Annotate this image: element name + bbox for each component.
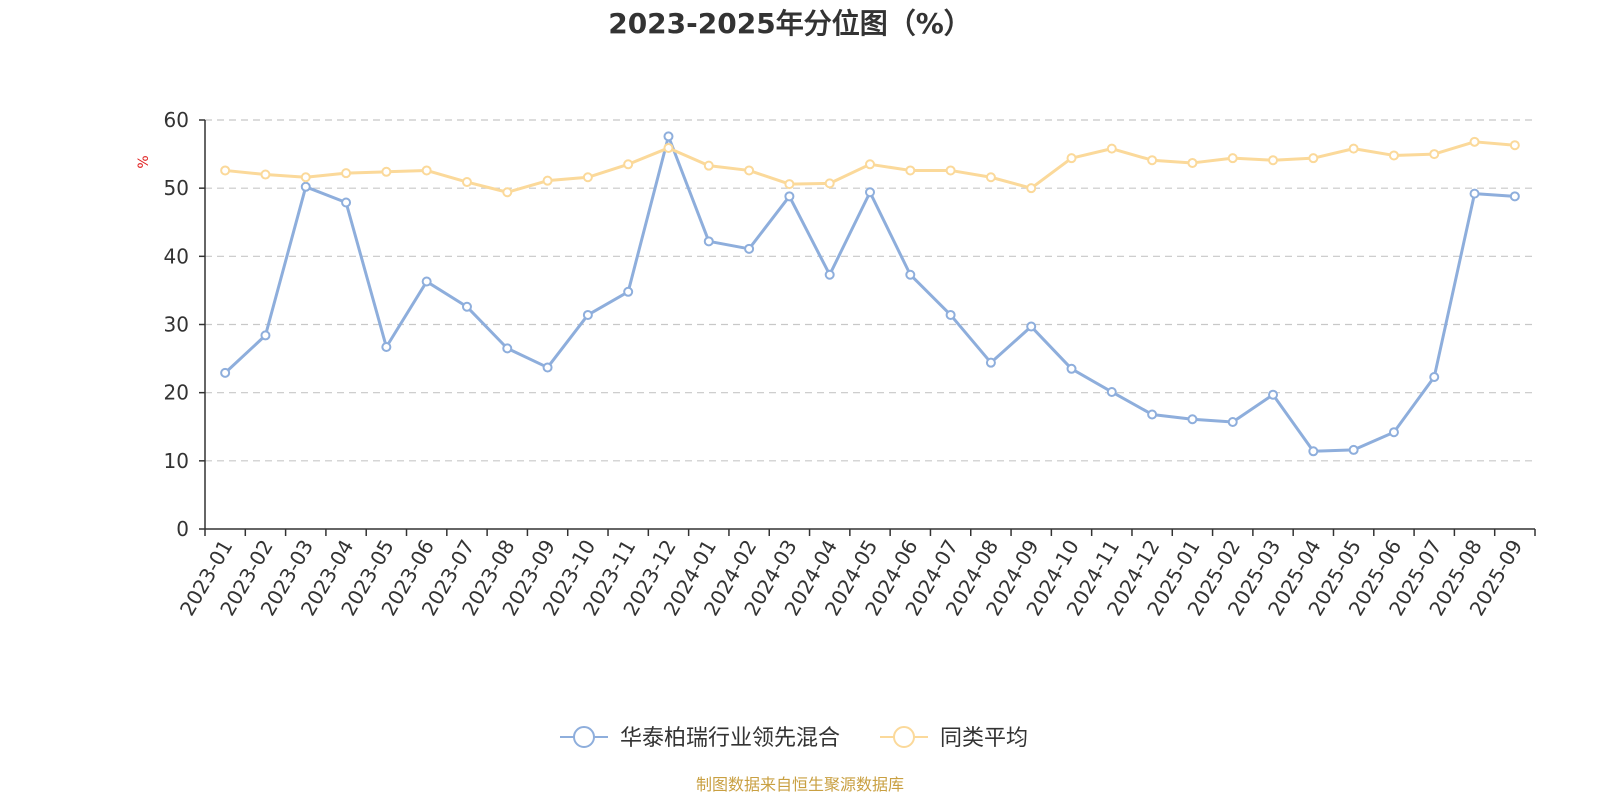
data-point[interactable] (1147, 155, 1158, 166)
data-point[interactable] (421, 276, 432, 287)
y-tick-label: 50 (164, 176, 189, 200)
data-point[interactable] (260, 169, 271, 180)
data-point[interactable] (1066, 363, 1077, 374)
data-point[interactable] (784, 191, 795, 202)
data-point[interactable] (744, 165, 755, 176)
data-point[interactable] (985, 172, 996, 183)
data-point[interactable] (1026, 183, 1037, 194)
data-point[interactable] (582, 309, 593, 320)
data-point[interactable] (703, 160, 714, 171)
legend-marker (573, 726, 595, 748)
data-point[interactable] (623, 159, 634, 170)
data-point[interactable] (784, 179, 795, 190)
legend-item-2[interactable]: 同类平均 (880, 726, 1028, 751)
data-point[interactable] (220, 165, 231, 176)
data-point[interactable] (1388, 427, 1399, 438)
data-point[interactable] (1227, 416, 1238, 427)
data-point[interactable] (1106, 143, 1117, 154)
legend-marker (893, 726, 915, 748)
data-point[interactable] (461, 177, 472, 188)
data-point[interactable] (663, 131, 674, 142)
data-point[interactable] (300, 172, 311, 183)
data-source-note: 制图数据来自恒生聚源数据库 (696, 775, 904, 794)
data-point[interactable] (1469, 136, 1480, 147)
data-point[interactable] (1509, 191, 1520, 202)
data-point[interactable] (1348, 444, 1359, 455)
data-point[interactable] (1308, 153, 1319, 164)
data-point[interactable] (1429, 149, 1440, 160)
legend-label: 华泰柏瑞行业领先混合 (620, 726, 840, 751)
data-point[interactable] (381, 166, 392, 177)
data-point[interactable] (985, 357, 996, 368)
axes: 01020304050602023-012023-022023-032023-0… (164, 108, 1536, 620)
data-point[interactable] (381, 341, 392, 352)
data-point[interactable] (1187, 414, 1198, 425)
legend-item-1[interactable]: 华泰柏瑞行业领先混合 (560, 726, 840, 751)
data-point[interactable] (1106, 386, 1117, 397)
data-point[interactable] (341, 168, 352, 179)
data-point[interactable] (905, 165, 916, 176)
series-line-1 (224, 134, 1515, 453)
data-point[interactable] (945, 165, 956, 176)
legend[interactable]: 华泰柏瑞行业领先混合 同类平均 (560, 726, 1028, 751)
y-tick-label: 10 (164, 449, 189, 473)
data-point[interactable] (945, 309, 956, 320)
data-point[interactable] (1026, 321, 1037, 332)
chart-title: 2023-2025年分位图（%） (608, 7, 972, 40)
data-point[interactable] (1268, 155, 1279, 166)
data-point[interactable] (703, 236, 714, 247)
data-point[interactable] (502, 187, 513, 198)
legend-label: 同类平均 (940, 726, 1028, 751)
data-point[interactable] (1308, 446, 1319, 457)
y-tick-label: 0 (176, 517, 189, 541)
y-tick-label: 30 (164, 313, 189, 337)
data-point[interactable] (542, 175, 553, 186)
y-tick-label: 20 (164, 381, 189, 405)
y-tick-label: 40 (164, 244, 189, 268)
y-axis-label: % (136, 155, 152, 168)
data-point[interactable] (824, 178, 835, 189)
data-point[interactable] (300, 181, 311, 192)
data-point[interactable] (421, 165, 432, 176)
data-point[interactable] (461, 301, 472, 312)
y-tick-label: 60 (164, 108, 189, 132)
data-point[interactable] (1388, 150, 1399, 161)
data-point[interactable] (865, 159, 875, 170)
data-point[interactable] (1469, 188, 1480, 199)
data-point[interactable] (260, 330, 271, 341)
data-point[interactable] (1348, 143, 1359, 154)
data-point[interactable] (542, 362, 553, 373)
data-point[interactable] (502, 343, 513, 354)
data-point[interactable] (1509, 140, 1520, 151)
data-point[interactable] (220, 367, 231, 378)
data-point[interactable] (824, 269, 835, 280)
data-point[interactable] (1227, 153, 1238, 164)
data-point[interactable] (1066, 153, 1077, 164)
data-point[interactable] (582, 172, 593, 183)
data-point[interactable] (1429, 371, 1440, 382)
data-point[interactable] (1268, 389, 1279, 400)
data-point[interactable] (663, 142, 674, 153)
data-point[interactable] (1147, 409, 1158, 420)
data-point[interactable] (623, 286, 634, 297)
data-point[interactable] (905, 269, 916, 280)
data-point[interactable] (744, 243, 755, 254)
data-point[interactable] (1187, 157, 1198, 168)
data-point[interactable] (865, 187, 875, 198)
series-lines (220, 131, 1520, 457)
data-point[interactable] (341, 197, 352, 208)
